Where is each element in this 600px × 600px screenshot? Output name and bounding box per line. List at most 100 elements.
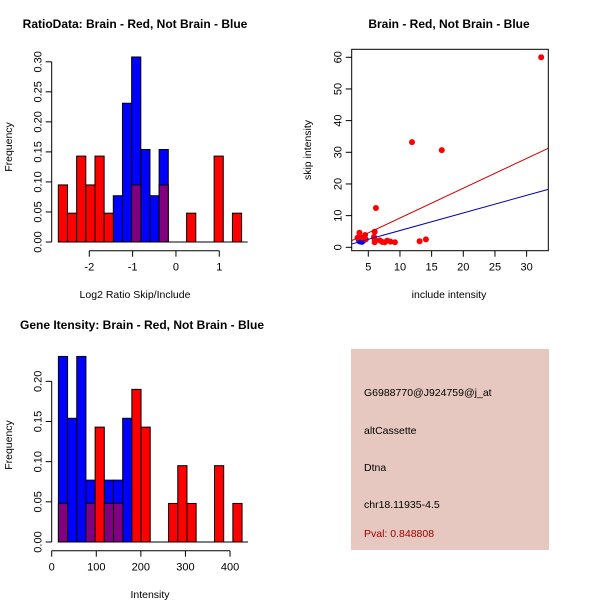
bar-not-brain	[122, 417, 133, 543]
scatter-title: Brain - Red, Not Brain - Blue	[368, 17, 530, 31]
fit-line-brain	[351, 147, 549, 242]
y-tick-label: 0.15	[33, 141, 45, 162]
bar-overlap	[112, 502, 124, 543]
bar-brain	[94, 426, 105, 543]
x-tick-label: 30	[521, 262, 533, 274]
point-brain	[371, 239, 378, 246]
point-brain	[416, 238, 423, 245]
probe-id: G6988770@J924759@j_at	[364, 387, 492, 399]
bar-not-brain	[76, 355, 87, 543]
x-tick-label: 300	[176, 562, 194, 574]
point-brain	[408, 139, 415, 146]
y-tick-label: 0.15	[33, 411, 45, 432]
bar-brain	[186, 212, 197, 243]
info-panel: G6988770@J924759@j_at altCassette Dtna c…	[351, 349, 549, 550]
intensity-scatter: Brain - Red, Not Brain - Blue include in…	[302, 17, 549, 301]
x-tick-label: 100	[87, 562, 105, 574]
y-tick-label: 0.10	[33, 171, 45, 192]
scatter-marks: 5 10 15 20 25 30 0 10 20 30 40 50 60	[333, 48, 549, 274]
bar-overlap	[85, 502, 96, 543]
y-tick-label: 50	[333, 83, 345, 95]
plot-box	[351, 48, 549, 252]
x-tick-label: 400	[221, 562, 239, 574]
gene-intensity-histogram: Gene Itensity: Brain - Red, Not Brain - …	[3, 318, 264, 600]
bar-brain	[140, 426, 151, 543]
y-tick-label: 0.00	[33, 231, 45, 252]
y-tick-label: 10	[333, 210, 345, 222]
gene-histogram-title: Gene Itensity: Brain - Red, Not Brain - …	[20, 318, 264, 332]
gene-histogram-ylabel: Frequency	[3, 419, 15, 469]
point-brain	[538, 54, 545, 61]
y-tick-label: 0.10	[33, 451, 45, 472]
bar-brain	[213, 155, 224, 243]
bar-not-brain	[149, 195, 160, 243]
gene-histogram-xlabel: Intensity	[130, 589, 170, 600]
bar-not-brain	[121, 102, 133, 243]
y-tick-label: 0	[333, 244, 345, 250]
y-tick-label: 40	[333, 114, 345, 126]
bar-brain	[57, 184, 68, 243]
point-brain	[356, 229, 363, 236]
bar-brain	[76, 155, 87, 243]
bar-brain	[186, 502, 197, 543]
x-tick-label: 0	[173, 262, 179, 274]
point-brain	[387, 238, 394, 245]
bar-brain	[85, 184, 96, 243]
ratio-histogram-ylabel: Frequency	[3, 121, 15, 171]
y-tick-label: 0.05	[33, 201, 45, 222]
ratio-histogram: RatioData: Brain - Red, Not Brain - Blue…	[3, 17, 248, 301]
scatter-xlabel: include intensity	[412, 289, 487, 301]
bar-overlap	[103, 502, 114, 543]
bar-not-brain	[140, 148, 151, 243]
y-tick-label: 0.20	[33, 111, 45, 132]
x-tick-label: 1	[216, 262, 222, 274]
bar-brain	[94, 155, 105, 243]
x-tick-label: 10	[394, 262, 406, 274]
point-brain	[372, 205, 379, 212]
ratio-histogram-marks: 0.00 0.05 0.10 0.15 0.20 0.25 0.30 -2 -1 0 1	[33, 51, 248, 274]
bar-overlap	[158, 184, 169, 243]
x-tick-label: 200	[132, 562, 150, 574]
bar-not-brain	[67, 417, 78, 543]
y-tick-label: 0.25	[33, 81, 45, 102]
y-tick-label: 0.20	[33, 371, 45, 392]
event-type: altCassette	[364, 425, 417, 437]
info-panel-background	[351, 349, 549, 550]
bar-not-brain	[112, 195, 123, 243]
x-tick-label: -1	[128, 262, 138, 274]
x-tick-label: 20	[457, 262, 469, 274]
point-brain	[391, 239, 398, 246]
point-brain	[422, 236, 429, 243]
x-tick-label: 5	[365, 262, 371, 274]
bar-brain	[232, 502, 243, 543]
bar-brain	[103, 212, 114, 243]
y-tick-label: 60	[333, 51, 345, 63]
y-tick-label: 30	[333, 146, 345, 158]
x-tick-label: 25	[489, 262, 501, 274]
bar-overlap	[131, 184, 142, 243]
bar-brain	[66, 212, 78, 243]
bar-brain	[168, 502, 179, 543]
point-brain	[438, 147, 445, 154]
scatter-ylabel: skip intensity	[302, 119, 314, 180]
x-tick-label: 15	[426, 262, 438, 274]
x-tick-label: 0	[49, 562, 55, 574]
bar-brain	[231, 212, 243, 243]
x-tick-label: -2	[84, 262, 94, 274]
y-tick-label: 0.00	[33, 531, 45, 552]
p-value: Pval: 0.848808	[364, 528, 434, 540]
bar-brain	[131, 388, 142, 543]
ratio-histogram-xlabel: Log2 Ratio Skip/Include	[80, 289, 191, 301]
y-tick-label: 0.05	[33, 491, 45, 512]
gene-histogram-marks: 0.00 0.05 0.10 0.15 0.20 0 100 200 300 400	[33, 355, 249, 574]
y-tick-label: 20	[333, 178, 345, 190]
y-tick-label: 0.30	[33, 51, 45, 72]
bar-brain	[214, 465, 225, 543]
bar-brain	[177, 465, 188, 543]
fit-line-not-brain	[351, 188, 549, 245]
bar-overlap	[57, 502, 69, 543]
ratio-histogram-title: RatioData: Brain - Red, Not Brain - Blue	[23, 17, 248, 31]
gene-name: Dtna	[364, 462, 386, 474]
location: chr18.11935-4.5	[364, 499, 440, 511]
